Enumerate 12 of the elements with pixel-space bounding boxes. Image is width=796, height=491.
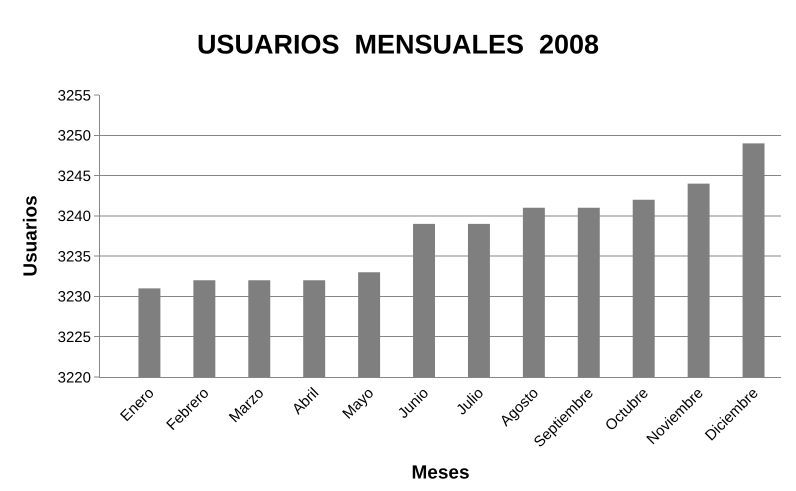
y-tick-label: 3220 bbox=[58, 369, 91, 386]
y-tick-label: 3240 bbox=[58, 208, 91, 226]
y-tick-label: 3255 bbox=[58, 87, 91, 104]
y-tick-label: 3235 bbox=[58, 248, 91, 266]
y-tick-label: 3230 bbox=[58, 288, 91, 306]
y-axis-title: Usuarios bbox=[20, 195, 42, 277]
x-tick-label: Julio bbox=[453, 384, 488, 418]
y-tick-label: 3245 bbox=[58, 168, 91, 185]
chart-title: USUARIOS MENSUALES 2008 bbox=[196, 29, 600, 60]
x-axis-title: Meses bbox=[411, 462, 470, 484]
y-tick-label: 3250 bbox=[58, 128, 91, 145]
y-tick-label: 3225 bbox=[58, 328, 91, 346]
